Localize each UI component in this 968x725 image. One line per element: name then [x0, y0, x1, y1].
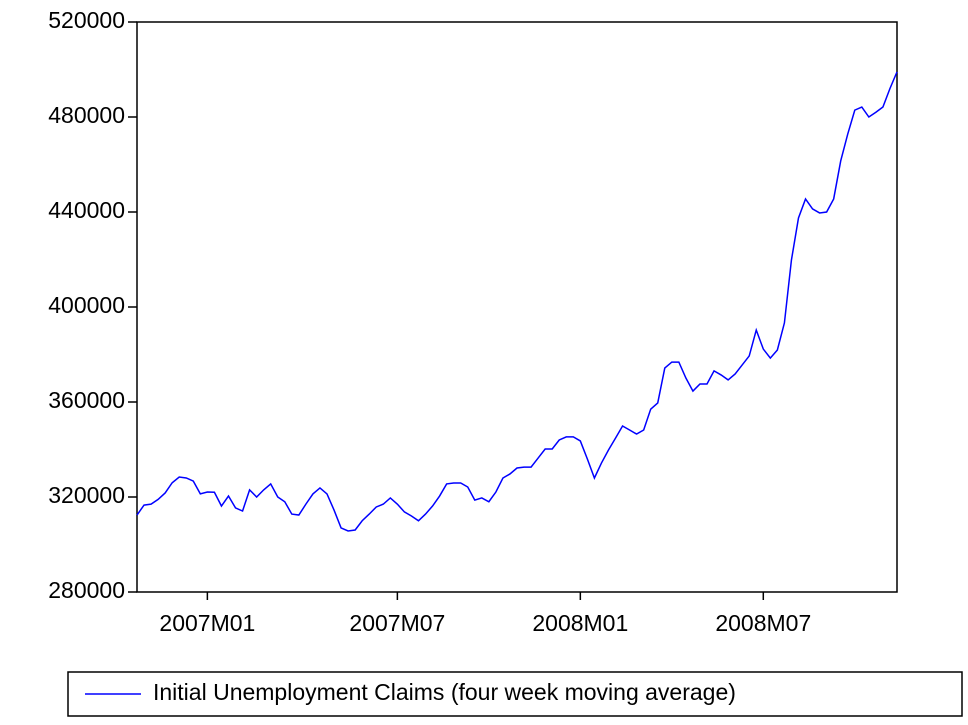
y-tick-label: 280000	[48, 577, 125, 603]
y-tick-label: 480000	[48, 102, 125, 128]
data-line	[136, 71, 898, 532]
legend-box	[67, 671, 963, 717]
legend-label: Initial Unemployment Claims (four week m…	[153, 679, 736, 705]
y-tick-label: 440000	[48, 197, 125, 223]
x-tick-label: 2007M07	[349, 610, 445, 636]
y-tick-label: 400000	[48, 292, 125, 318]
y-tick-label: 320000	[48, 482, 125, 508]
y-tick-label: 360000	[48, 387, 125, 413]
x-tick-label: 2008M07	[715, 610, 811, 636]
x-tick-label: 2007M01	[159, 610, 255, 636]
plot-frame	[136, 21, 898, 593]
x-tick-label: 2008M01	[532, 610, 628, 636]
y-tick-label: 520000	[48, 7, 125, 33]
